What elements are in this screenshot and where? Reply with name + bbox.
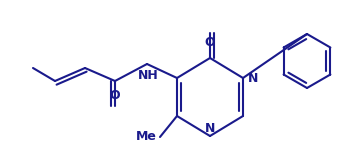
Text: O: O	[110, 89, 120, 102]
Text: N: N	[205, 122, 215, 135]
Text: N: N	[248, 72, 258, 85]
Text: Me: Me	[136, 130, 157, 143]
Text: O: O	[205, 36, 215, 49]
Text: NH: NH	[138, 69, 158, 82]
